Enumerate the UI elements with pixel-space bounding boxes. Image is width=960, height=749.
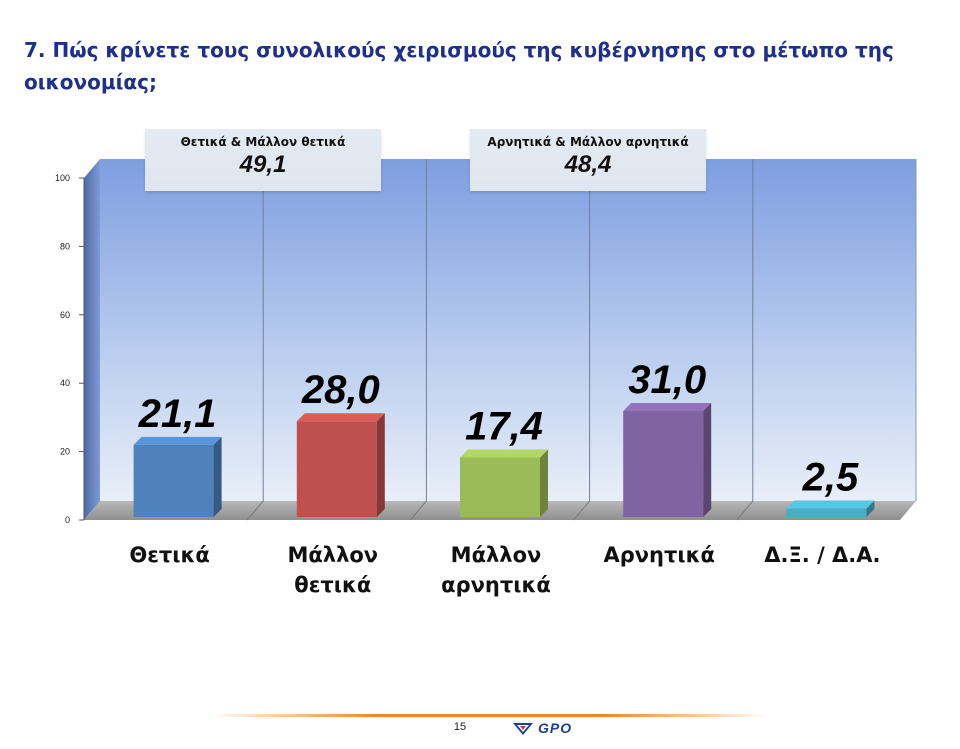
y-tick-label: 60	[60, 310, 70, 320]
x-tick-label-1: Μάλλον	[287, 543, 378, 567]
summary-box-negative: Αρνητικά & Μάλλον αρνητικά 48,4	[470, 129, 706, 191]
x-tick-label-1: θετικά	[294, 573, 371, 597]
data-labels: 21,1 28,0 17,4 31,0 2,5	[138, 358, 859, 499]
floor-divider	[246, 500, 264, 521]
plot-back-wall	[100, 159, 916, 501]
bar-2	[460, 457, 540, 517]
x-tick-label-4: Δ.Ξ. / Δ.Α.	[764, 543, 880, 567]
gpo-logo: GPO	[512, 720, 572, 736]
x-tick-label-3: Αρνητικά	[603, 543, 714, 567]
floor-divider	[573, 500, 590, 521]
x-tick-label-2: αρνητικά	[441, 573, 551, 597]
plot-side-wall	[84, 159, 100, 520]
x-tick-label-2: Μάλλον	[451, 543, 542, 567]
x-tick-label-0: Θετικά	[129, 543, 209, 567]
y-tick-label: 80	[60, 241, 70, 251]
chart-title: 7. Πώς κρίνετε τους συνολικούς χειρισμού…	[24, 38, 894, 94]
floor-divider	[736, 500, 754, 521]
summary-box-positive-value: 49,1	[239, 151, 287, 178]
data-label-1: 28,0	[301, 368, 380, 412]
bar-side-4	[866, 500, 875, 517]
y-axis-ticks: 0 20 40 60 80 100	[55, 173, 85, 525]
grid-lines	[246, 159, 917, 521]
bar-top-4	[786, 500, 875, 509]
bar-1	[296, 421, 377, 517]
bar-3	[623, 410, 704, 517]
bar-0	[133, 444, 214, 517]
data-label-3: 31,0	[628, 358, 706, 402]
y-tick-label: 100	[55, 173, 70, 183]
plot-background	[84, 159, 916, 520]
bar-side-3	[703, 402, 712, 517]
bar-side-0	[213, 436, 222, 517]
summary-box-negative-value: 48,4	[564, 151, 612, 178]
bar-chart: 0 20 40 60 80 100 21,1 28,0 17,4 31,0 2,5 Θετικά Μ…	[55, 159, 917, 597]
footer-divider	[210, 714, 770, 717]
data-label-4: 2,5	[802, 455, 859, 499]
page-number: 15	[453, 721, 467, 733]
bar-side-2	[540, 449, 548, 517]
y-tick-label: 40	[60, 378, 70, 388]
bar-side-1	[376, 413, 385, 517]
summary-box-positive: Θετικά & Μάλλον θετικά 49,1	[145, 129, 381, 191]
gpo-logo-icon	[513, 723, 533, 735]
data-label-0: 21,1	[138, 392, 217, 436]
x-axis-labels: Θετικά Μάλλον θετικά Μάλλον αρνητικά Αρνητικά…	[129, 543, 880, 597]
y-tick-label: 0	[65, 515, 70, 525]
bar-top-1	[296, 413, 385, 422]
data-label-2: 17,4	[465, 404, 543, 448]
bar-top-2	[460, 449, 548, 458]
bar-top-0	[133, 436, 222, 445]
bar-top-3	[623, 402, 712, 411]
y-tick-label: 20	[60, 447, 70, 457]
gpo-logo-text: GPO	[538, 720, 573, 736]
summary-box-positive-label: Θετικά & Μάλλον θετικά	[180, 135, 346, 149]
summary-box-negative-label: Αρνητικά & Μάλλον αρνητικά	[487, 135, 689, 149]
floor-divider	[410, 500, 427, 521]
bars	[133, 402, 875, 517]
bar-4	[786, 508, 867, 517]
